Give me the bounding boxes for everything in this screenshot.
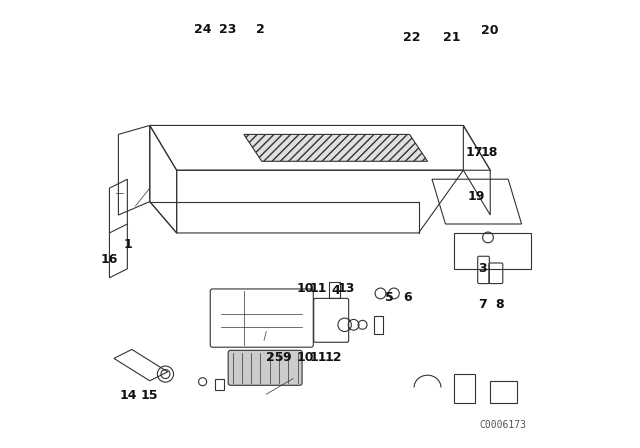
Text: 2: 2	[256, 22, 265, 36]
Text: 7: 7	[478, 298, 486, 311]
Text: 17: 17	[466, 146, 483, 159]
FancyBboxPatch shape	[228, 350, 302, 385]
Text: 22: 22	[403, 30, 420, 44]
Bar	[329, 282, 340, 298]
Text: 13: 13	[337, 282, 355, 296]
Text: 24: 24	[194, 22, 211, 36]
Bar	[454, 374, 475, 403]
Text: 25: 25	[266, 350, 283, 364]
Text: 4: 4	[332, 284, 340, 297]
Text: 6: 6	[403, 291, 412, 305]
Text: C0006173: C0006173	[479, 420, 526, 430]
Text: 11: 11	[310, 282, 328, 296]
Text: 10: 10	[297, 350, 314, 364]
Text: 21: 21	[444, 30, 461, 44]
Polygon shape	[244, 134, 428, 161]
Text: 23: 23	[220, 22, 237, 36]
Text: 1: 1	[124, 237, 132, 251]
Text: 12: 12	[324, 350, 342, 364]
Text: 19: 19	[467, 190, 484, 203]
Text: 16: 16	[100, 253, 118, 267]
Text: 14: 14	[120, 388, 137, 402]
Text: 11: 11	[310, 350, 328, 364]
Text: 18: 18	[481, 146, 498, 159]
Text: 15: 15	[141, 388, 159, 402]
Text: 10: 10	[297, 282, 314, 296]
Text: 9: 9	[282, 350, 291, 364]
Text: 5: 5	[385, 291, 394, 305]
Text: 20: 20	[481, 23, 498, 37]
Text: 3: 3	[478, 262, 486, 276]
Text: 8: 8	[495, 298, 504, 311]
